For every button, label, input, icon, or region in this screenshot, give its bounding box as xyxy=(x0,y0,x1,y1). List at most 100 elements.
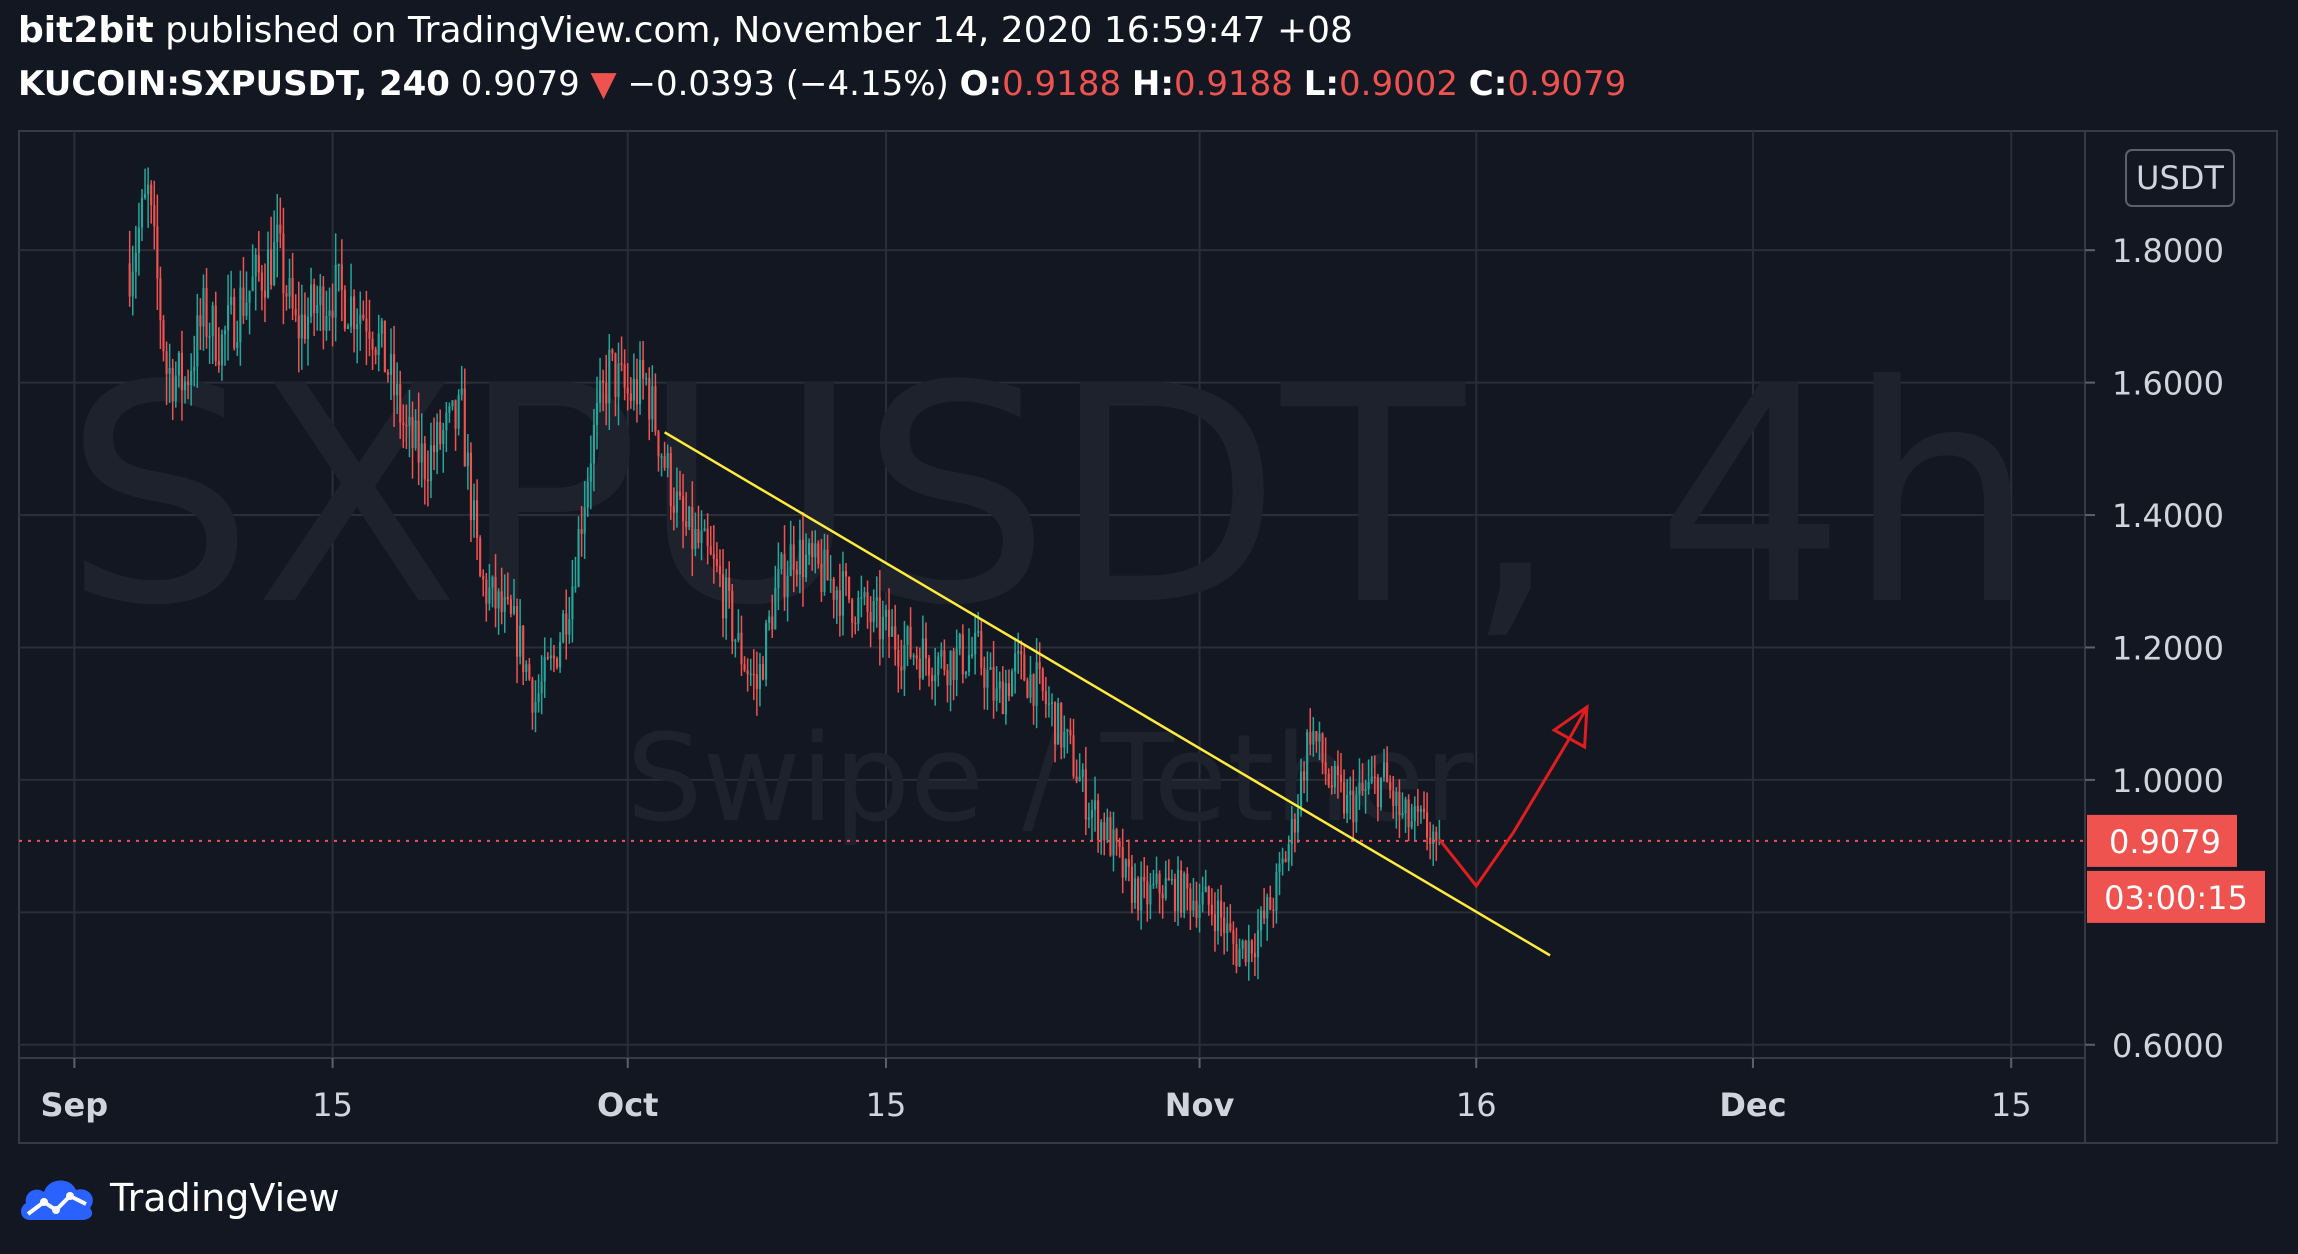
currency-badge[interactable]: USDT xyxy=(2125,149,2235,207)
candle-body xyxy=(190,371,193,386)
candle-body xyxy=(645,378,648,380)
candle-body xyxy=(131,271,134,297)
candle-body xyxy=(598,380,602,403)
tradingview-brand[interactable]: TradingView xyxy=(110,1176,340,1220)
grid xyxy=(19,131,2085,1058)
candle-body xyxy=(1097,800,1100,841)
candle-body xyxy=(549,655,552,659)
candle-body xyxy=(1238,948,1241,967)
y-tick-label: 1.4000 xyxy=(2112,497,2224,535)
candle-body xyxy=(1118,841,1121,848)
candle-body xyxy=(694,528,697,550)
candle-body xyxy=(894,626,897,650)
candle-body xyxy=(402,422,405,425)
candle-body xyxy=(897,649,900,667)
candle-body xyxy=(128,263,131,297)
candle-body xyxy=(1100,822,1103,841)
candle-body xyxy=(1272,909,1275,911)
candle-body xyxy=(1244,940,1247,963)
candle-body xyxy=(728,577,731,591)
candle-body xyxy=(279,224,282,234)
candle-body xyxy=(1373,776,1376,779)
candle-body xyxy=(1004,683,1007,715)
y-tick-label: 1.8000 xyxy=(2112,232,2224,270)
time-axis[interactable]: Sep 15 Oct 15 Nov 16 Dec 15 xyxy=(41,1058,2032,1124)
candle-body xyxy=(681,496,685,522)
candle-body xyxy=(1435,831,1438,841)
candle-body xyxy=(482,575,485,580)
candle-body xyxy=(1032,674,1035,706)
candle-body xyxy=(537,693,540,703)
candle-body xyxy=(534,702,537,713)
candle-body xyxy=(1235,943,1238,967)
candle-body xyxy=(795,569,798,575)
candle-body xyxy=(841,571,845,616)
trendline[interactable] xyxy=(663,431,1551,957)
candle-body xyxy=(303,314,306,340)
x-tick-label: 15 xyxy=(866,1086,907,1124)
candle-body xyxy=(955,648,958,681)
candle-body xyxy=(1287,844,1290,862)
candle-body xyxy=(755,674,758,690)
candle-body xyxy=(442,430,445,444)
candle-body xyxy=(162,320,165,352)
candle-body xyxy=(1333,765,1336,788)
candle-body xyxy=(654,386,657,432)
published-text: published on TradingView.com, November 1… xyxy=(165,10,1353,51)
candle-body xyxy=(383,320,386,373)
chart-frame xyxy=(18,130,2278,1144)
candle-body xyxy=(1201,892,1204,905)
candle-body xyxy=(1266,897,1269,919)
candle-body xyxy=(436,422,439,453)
candle-body xyxy=(1192,900,1195,911)
candle-body xyxy=(1186,873,1189,889)
candle-body xyxy=(1324,762,1327,774)
projection-arrow[interactable] xyxy=(1438,706,1589,889)
candle-body xyxy=(906,626,909,645)
candle-body xyxy=(1226,923,1229,934)
candle-body xyxy=(1001,681,1004,715)
candle-body xyxy=(721,574,725,619)
candle-body xyxy=(282,233,285,294)
candle-body xyxy=(1429,837,1432,845)
candle-body xyxy=(854,622,857,625)
candles xyxy=(128,167,1441,981)
candle-body xyxy=(420,443,423,463)
candle-body xyxy=(543,656,546,682)
candle-body xyxy=(1133,878,1137,903)
candle-body xyxy=(961,634,964,675)
candle-body xyxy=(940,650,943,657)
candle-body xyxy=(685,521,688,528)
candle-body xyxy=(629,393,632,401)
candle-body xyxy=(254,254,257,277)
candle-body xyxy=(208,336,211,338)
candle-body xyxy=(1404,799,1407,814)
candle-body xyxy=(1361,783,1364,791)
candle-body xyxy=(884,609,888,617)
candle-body xyxy=(291,278,294,309)
candle-body xyxy=(346,326,350,329)
candle-body xyxy=(1130,866,1134,903)
candle-body xyxy=(1081,769,1084,777)
x-tick-label: 16 xyxy=(1456,1086,1497,1124)
candle-body xyxy=(1026,680,1029,698)
candle-body xyxy=(838,590,841,616)
candle-body xyxy=(657,431,660,457)
candle-body xyxy=(423,443,426,480)
candle-body xyxy=(786,575,789,597)
candle-body xyxy=(515,606,519,657)
candle-body xyxy=(1367,782,1370,790)
symbol-watermark: SXPUSDT, 4h xyxy=(64,322,2037,671)
candle-body xyxy=(1066,729,1069,732)
candle-body xyxy=(949,650,952,686)
projection-arrow-head xyxy=(1551,704,1589,750)
candle-body xyxy=(306,316,310,340)
candle-body xyxy=(454,400,457,429)
candle-body xyxy=(1349,790,1352,796)
author-name[interactable]: bit2bit xyxy=(18,10,154,51)
candle-body xyxy=(555,658,559,668)
price-axis[interactable]: 1.8000 1.6000 1.4000 1.2000 1.0000 0.6000 xyxy=(2085,232,2224,1065)
tradingview-cloud-logo-icon[interactable] xyxy=(16,1170,100,1226)
candle-body xyxy=(924,638,928,659)
